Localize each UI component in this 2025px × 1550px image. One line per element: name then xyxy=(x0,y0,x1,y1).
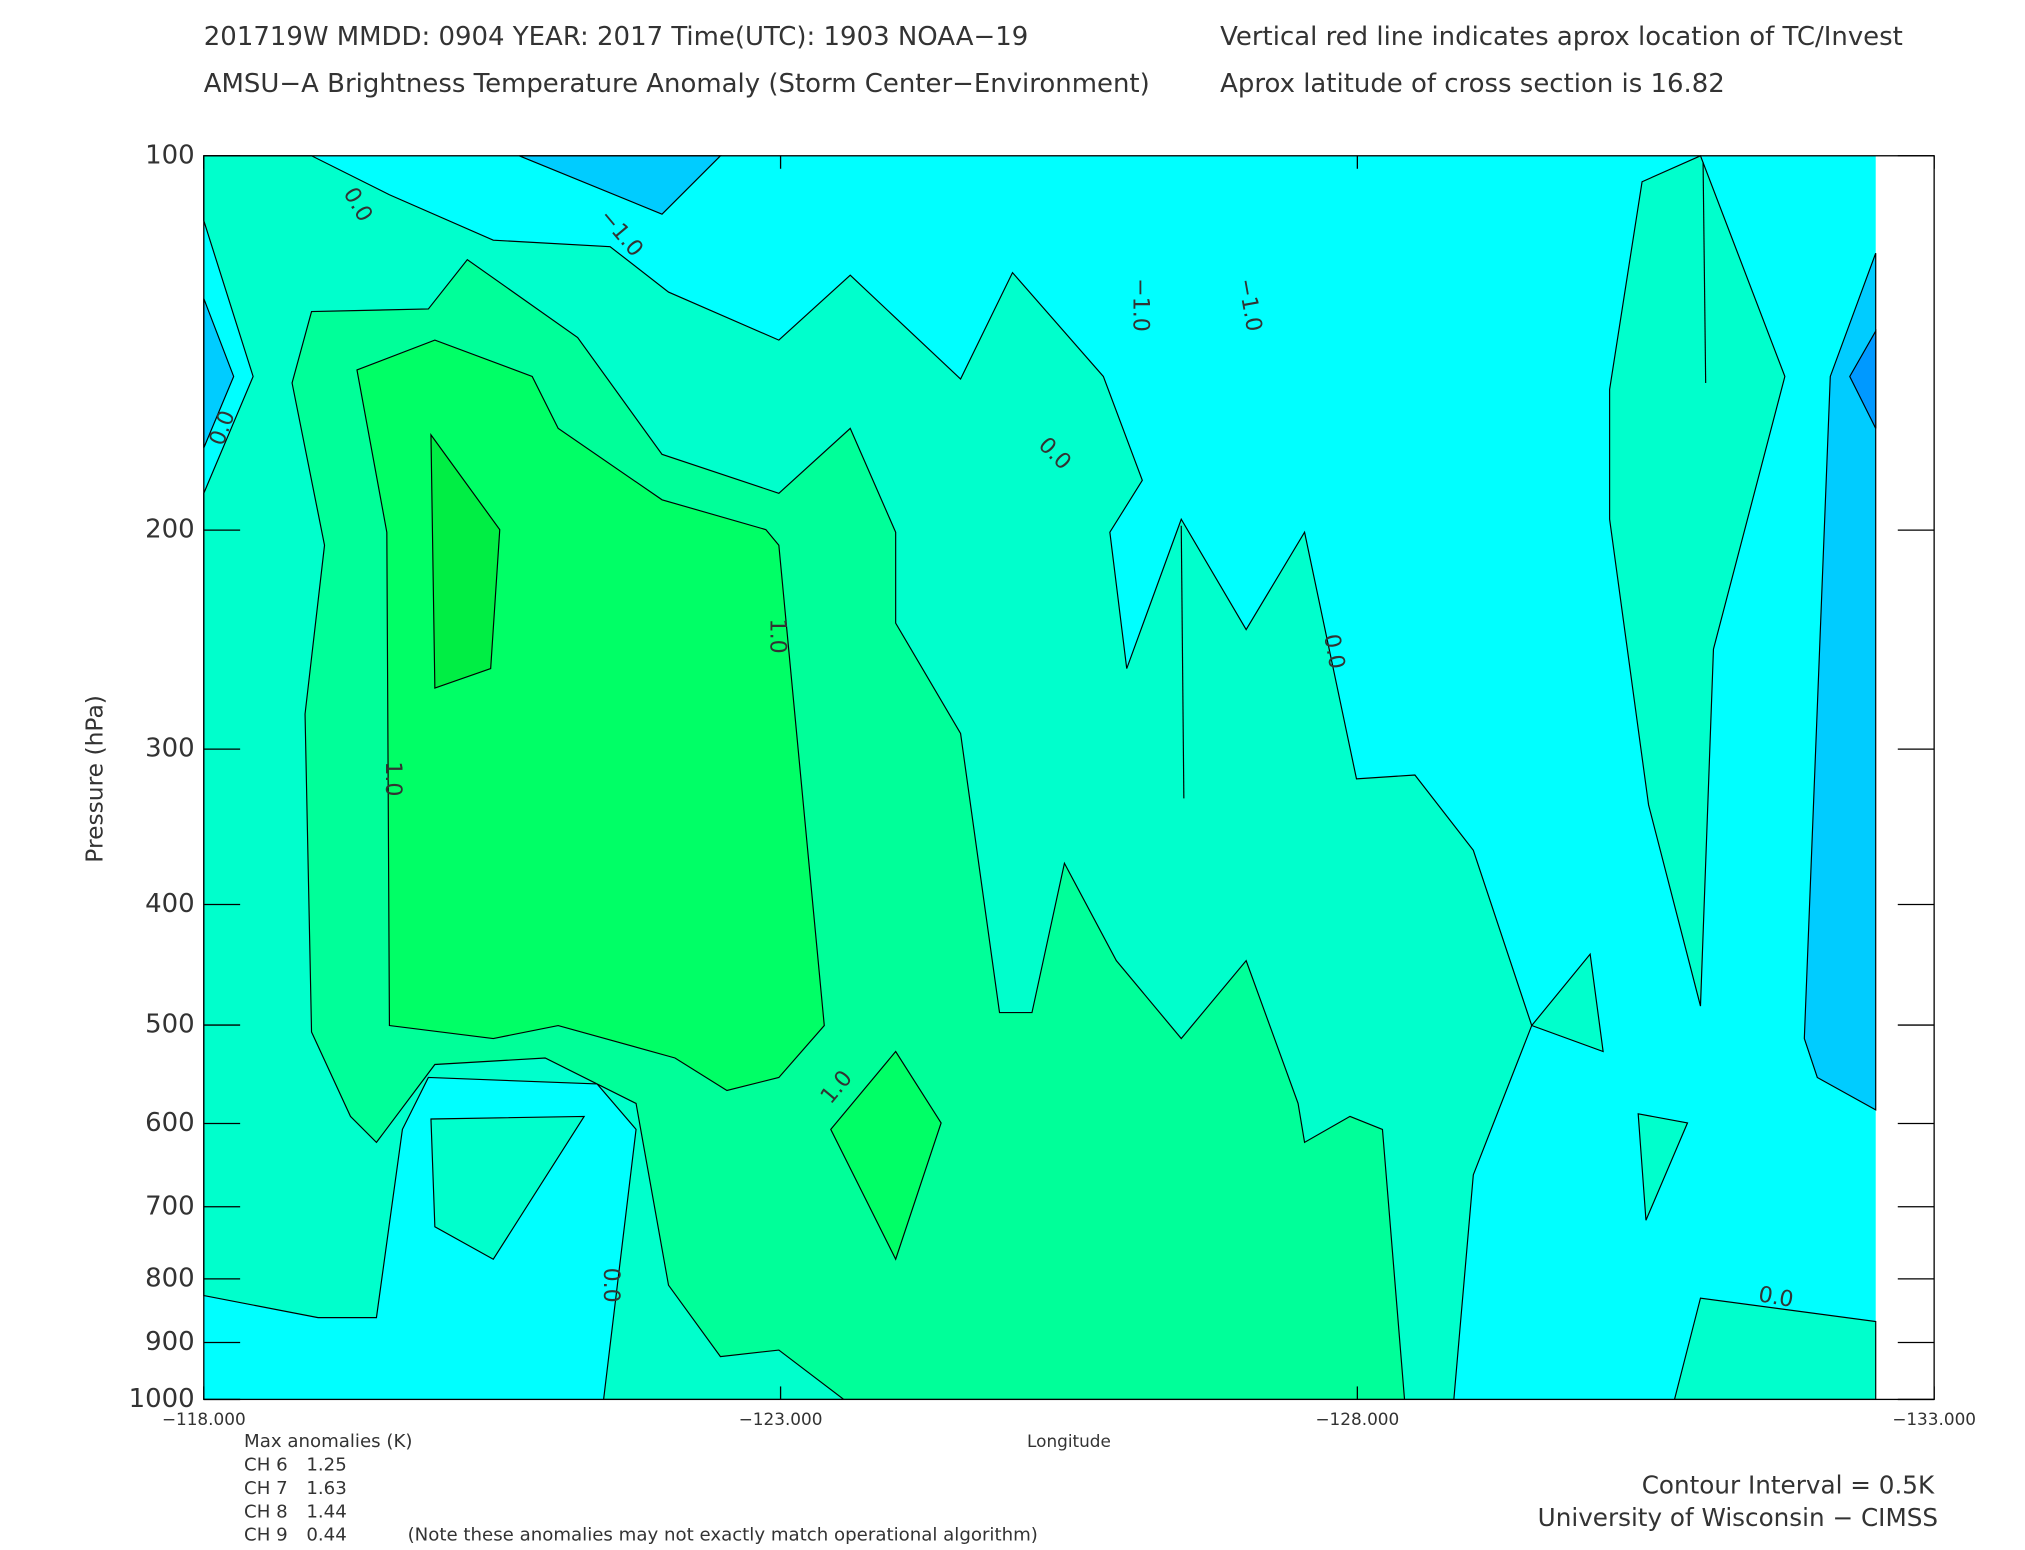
disclaimer: (Note these anomalies may not exactly ma… xyxy=(408,1525,1038,1546)
fill-teal xyxy=(1609,154,1786,1007)
contour-label: 1.0 xyxy=(380,761,405,796)
title-line: 201719W MMDD: 0904 YEAR: 2017 Time(UTC):… xyxy=(204,22,1028,52)
fill-blue xyxy=(1803,252,1877,1111)
y-tick-label: 800 xyxy=(145,1263,195,1293)
fill-teal xyxy=(1530,952,1604,1053)
y-tick-label: 400 xyxy=(145,889,195,919)
x-tick-label: −133.000 xyxy=(1892,1409,1976,1429)
plot-frame xyxy=(203,155,1935,1401)
note-line: Aprox latitude of cross section is 16.82 xyxy=(1220,69,1725,99)
fill-teal xyxy=(1637,1113,1689,1221)
y-tick-label: 600 xyxy=(145,1108,195,1138)
x-tick-label: −123.000 xyxy=(739,1409,823,1429)
y-axis-label: Pressure (hPa) xyxy=(81,695,109,863)
y-tick-label: 900 xyxy=(145,1327,195,1357)
fill-teal xyxy=(430,1115,586,1260)
contour-label: 0.0 xyxy=(1318,632,1349,671)
x-tick-label: −118.000 xyxy=(162,1409,246,1429)
anomaly-channel: CH 7 xyxy=(244,1478,288,1499)
fill-dark-blue xyxy=(1849,328,1877,429)
anomaly-value: 1.25 xyxy=(306,1455,346,1476)
y-tick-label: 100 xyxy=(145,140,195,170)
contour-label: 0.0 xyxy=(1756,1282,1795,1313)
contour-fills xyxy=(203,154,1877,1400)
contour-label: 0.0 xyxy=(598,1268,623,1303)
y-tick-label: 300 xyxy=(145,734,195,764)
anomaly-value: 0.44 xyxy=(306,1525,346,1546)
note-line: Vertical red line indicates aprox locati… xyxy=(1220,22,1903,52)
x-axis-label: Longitude xyxy=(1027,1431,1111,1451)
anomaly-title: Max anomalies (K) xyxy=(244,1431,412,1452)
fill-bright-green xyxy=(830,1050,942,1261)
contour-label: −1.0 xyxy=(1128,278,1153,332)
y-tick-label: 1000 xyxy=(129,1384,195,1414)
anomaly-channel: CH 6 xyxy=(244,1455,288,1476)
credit: University of Wisconsin − CIMSS xyxy=(1538,1503,1938,1532)
anomaly-channel: CH 9 xyxy=(244,1525,288,1546)
contour-label: 1.0 xyxy=(764,619,789,654)
title-line: AMSU−A Brightness Temperature Anomaly (S… xyxy=(204,69,1150,99)
y-tick-label: 500 xyxy=(145,1010,195,1040)
y-tick-label: 700 xyxy=(145,1191,195,1221)
anomaly-channel: CH 8 xyxy=(244,1501,288,1522)
contour-line xyxy=(1180,525,1185,799)
fill-max-green xyxy=(430,433,501,689)
x-tick-label: −128.000 xyxy=(1315,1409,1399,1429)
anomaly-value: 1.63 xyxy=(306,1478,346,1499)
contour-line xyxy=(1702,162,1707,383)
anomaly-value: 1.44 xyxy=(306,1501,346,1522)
contour-interval: Contour Interval = 0.5K xyxy=(1642,1470,1935,1499)
y-tick-label: 200 xyxy=(145,515,195,545)
